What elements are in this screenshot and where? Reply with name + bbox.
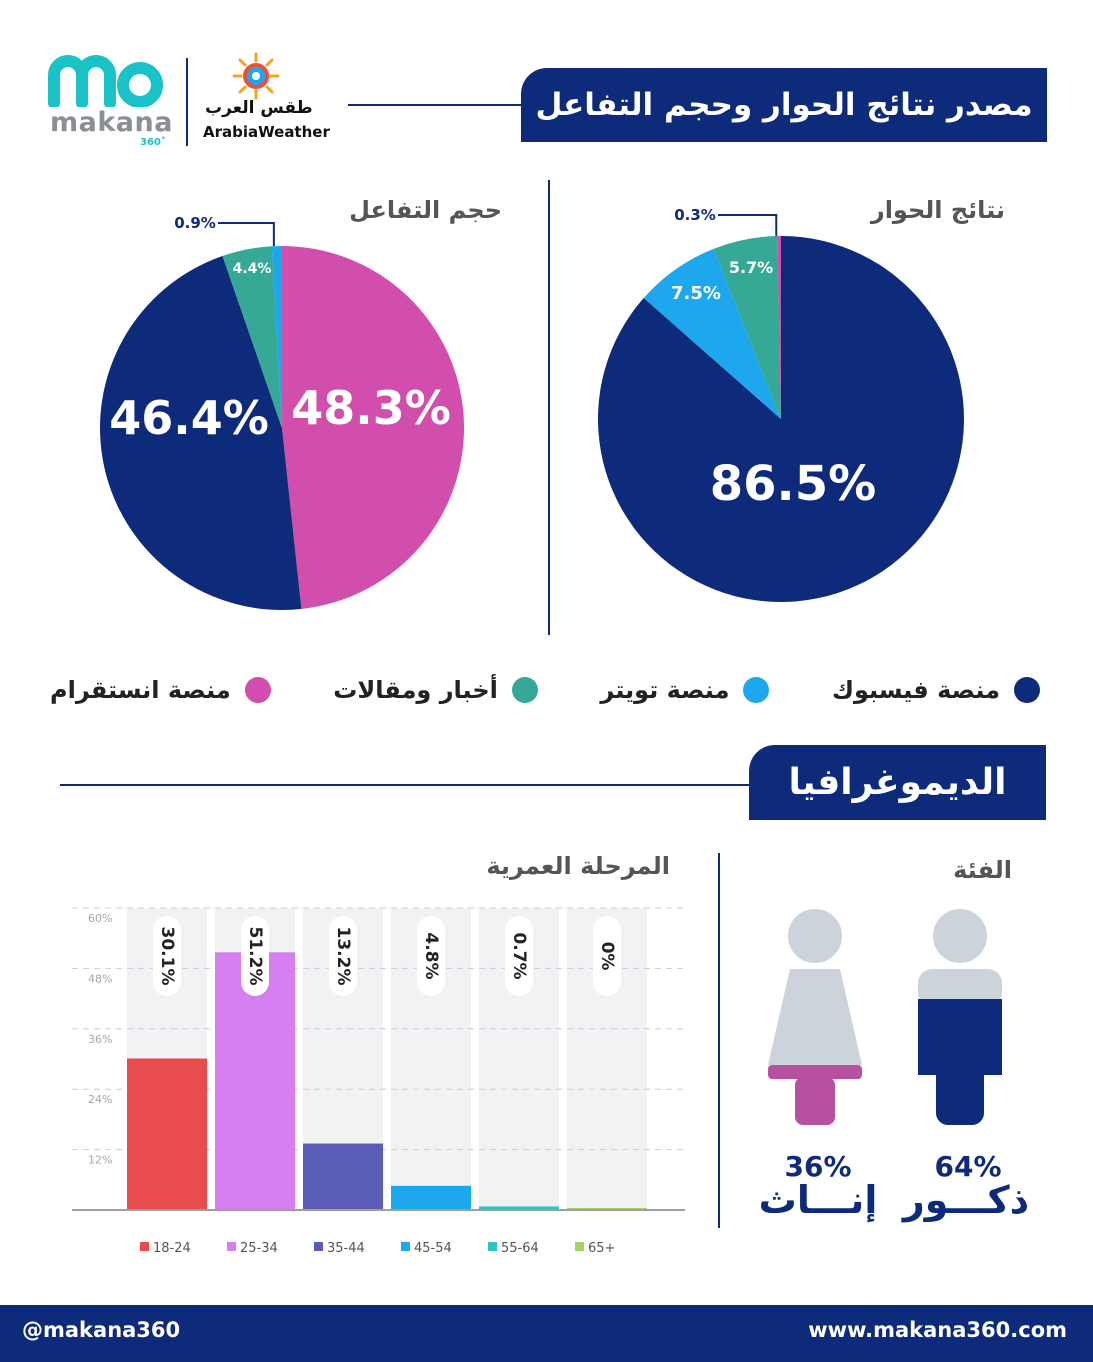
- makana-mark-icon: [48, 55, 163, 109]
- pie-charts: 86.5% 7.5% 5.7% 0.3% 48.3% 46.4% 4.4% 0.9%: [99, 206, 965, 611]
- age-legend-label: 45-54: [414, 1241, 452, 1256]
- legend-item-news: أخبار ومقالات: [333, 676, 538, 704]
- bar-value-label: 4.8%: [421, 932, 441, 979]
- legend-item-facebook: منصة فيسبوك: [832, 676, 1040, 704]
- pie-data-label: 7.5%: [671, 283, 721, 304]
- pie-data-label: 46.4%: [109, 391, 269, 445]
- title-rule: [348, 104, 523, 106]
- page-title: مصدر نتائج الحوار وحجم التفاعل: [521, 68, 1047, 142]
- pie-data-label: 4.4%: [233, 261, 272, 277]
- pie2-title: حجم التفاعل: [349, 196, 502, 224]
- bar-label-pill: [241, 916, 269, 996]
- pie-data-label: 48.3%: [291, 381, 451, 435]
- age-legend-swatch: [488, 1242, 497, 1251]
- pie-data-label: 86.5%: [710, 456, 877, 512]
- age-legend-swatch: [140, 1242, 149, 1251]
- age-legend-swatch: [227, 1242, 236, 1251]
- pie-data-label: 0.9%: [174, 214, 216, 232]
- pie-slice: [222, 246, 282, 428]
- makana-wordmark: makana: [50, 107, 173, 138]
- male-label: ذكـــور: [902, 1178, 1030, 1222]
- gender-title: الفئة: [953, 856, 1012, 884]
- pie-data-label: 5.7%: [729, 258, 773, 277]
- pie-slice: [271, 246, 282, 428]
- pie-slice: [282, 246, 465, 609]
- age-legend-swatch: [575, 1242, 584, 1251]
- age-legend-label: 55-64: [501, 1241, 539, 1256]
- legend-label: أخبار ومقالات: [333, 676, 498, 704]
- y-tick-label: 36%: [88, 1033, 112, 1046]
- male-percentage: 64%: [934, 1150, 1002, 1183]
- legend-label: منصة تويتر: [600, 676, 730, 704]
- gender-figures: [768, 909, 1002, 1125]
- bar-value-label: 0.7%: [509, 932, 529, 979]
- bar-value-label: 51.2%: [245, 927, 265, 986]
- footer-handle[interactable]: @makana360: [22, 1318, 181, 1342]
- female-label: إنـــاث: [758, 1178, 878, 1222]
- demographics-rule: [60, 784, 750, 786]
- age-legend-label: 25-34: [240, 1241, 278, 1256]
- bar-label-pill: [153, 916, 181, 996]
- y-tick-label: 24%: [88, 1093, 112, 1106]
- age-bar: [479, 1206, 559, 1210]
- logo-divider: [186, 58, 188, 146]
- age-legend-label: 18-24: [153, 1241, 191, 1256]
- footer-bar: @makana360 www.makana360.com: [0, 1305, 1093, 1362]
- callout-line: [718, 214, 778, 237]
- pie-data-label: 0.3%: [674, 206, 716, 224]
- legend-dot: [743, 677, 770, 703]
- age-bar: [303, 1143, 383, 1210]
- female-percentage: 36%: [784, 1150, 852, 1183]
- pie-slice: [643, 248, 781, 419]
- legend-dot: [1014, 677, 1040, 703]
- pie1-title: نتائج الحوار: [870, 196, 1005, 224]
- sun-swirl-icon: [232, 52, 280, 100]
- arabiaweather-arabic-name: طقس العرب: [205, 98, 313, 118]
- y-tick-label: 60%: [88, 912, 112, 925]
- demographics-divider: [718, 853, 720, 1228]
- legend-label: منصة فيسبوك: [832, 676, 1000, 704]
- pie-divider: [548, 180, 550, 635]
- age-legend-swatch: [401, 1242, 410, 1251]
- legend-item-instagram: منصة انستقرام: [50, 676, 271, 704]
- y-tick-label: 12%: [88, 1154, 112, 1167]
- bar-label-pill: [505, 916, 533, 996]
- bar-label-pill: [593, 916, 621, 996]
- age-bar: [391, 1185, 471, 1210]
- bar-value-label: 0%: [597, 942, 617, 971]
- callout-line: [218, 222, 275, 247]
- arabiaweather-logo: طقس العرب ArabiaWeather: [200, 52, 330, 147]
- pie-slice: [713, 236, 781, 419]
- legend-dot: [511, 677, 538, 703]
- age-legend-label: 35-44: [327, 1241, 365, 1256]
- footer-url[interactable]: www.makana360.com: [808, 1318, 1067, 1342]
- y-tick-label: 48%: [88, 972, 112, 985]
- age-chart-title: المرحلة العمرية: [486, 852, 670, 880]
- bar-label-pill: [417, 916, 445, 996]
- age-legend-swatch: [314, 1242, 323, 1251]
- bar-label-pill: [329, 916, 357, 996]
- pie-slice: [99, 255, 302, 611]
- age-bar: [127, 1058, 207, 1210]
- legend-item-twitter: منصة تويتر: [600, 676, 770, 704]
- bar-value-label: 13.2%: [333, 927, 353, 986]
- pie-slice: [777, 236, 781, 419]
- age-legend-label: 65+: [588, 1241, 615, 1256]
- makana-360-mark: 360˚: [140, 137, 166, 148]
- arabiaweather-english-name: ArabiaWeather: [203, 123, 330, 141]
- age-bar-chart: 60% 48% 36% 24% 12% 30.1% 51.2% 13.2% 4.8% 0.7% 0%…: [72, 907, 685, 1256]
- demographics-title: الديموغرافيا: [749, 745, 1046, 820]
- makana-logo: makana 360˚: [48, 55, 178, 150]
- male-figure-icon: [918, 909, 1002, 1125]
- pie-legend: منصة فيسبوك منصة تويتر أخبار ومقالات منص…: [50, 670, 1040, 710]
- legend-label: منصة انستقرام: [50, 676, 231, 704]
- female-figure-icon: [768, 909, 862, 1125]
- legend-dot: [244, 677, 271, 703]
- bar-value-label: 30.1%: [157, 927, 177, 986]
